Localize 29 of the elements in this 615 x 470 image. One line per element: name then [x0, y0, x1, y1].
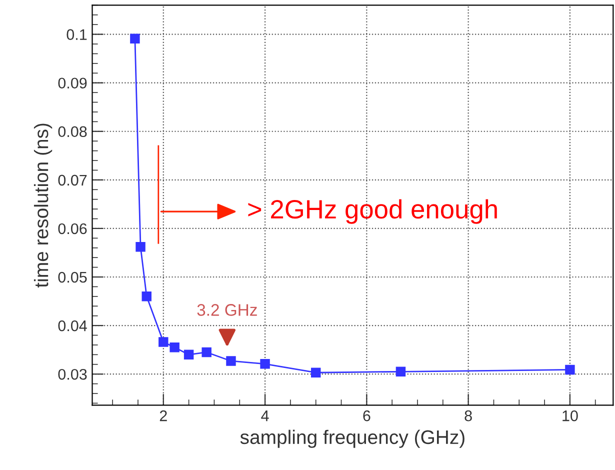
- point: [170, 342, 180, 352]
- point: [396, 366, 406, 377]
- point: [226, 356, 236, 366]
- x-tick-label: 2: [160, 410, 167, 422]
- x-tick-label: 6: [363, 410, 370, 422]
- y-tick-label: 0.03: [58, 368, 87, 380]
- point: [142, 292, 152, 302]
- y-tick-label: 0.07: [58, 174, 87, 186]
- annotation: 3.2 GHz: [197, 304, 257, 316]
- x-tick-label: 4: [261, 410, 269, 422]
- x-axis-title: sampling frequency (GHz): [240, 430, 464, 448]
- x-tick-label: 10: [562, 410, 578, 422]
- y-tick-label: 0.08: [58, 126, 87, 138]
- annotation: > 2GHz good enough: [248, 199, 497, 224]
- point: [130, 34, 140, 44]
- y-axis-title: time resolution (ns): [34, 124, 52, 288]
- y-tick-label: 0.04: [58, 320, 87, 332]
- x-tick-label: 8: [464, 410, 472, 422]
- point: [136, 242, 146, 252]
- point: [260, 359, 270, 369]
- point: [310, 368, 321, 378]
- y-tick-label: 0.05: [58, 272, 87, 283]
- point: [565, 364, 575, 375]
- point: [184, 350, 194, 360]
- point: [202, 347, 212, 358]
- point: [158, 337, 168, 347]
- y-tick-label: 0.1: [66, 29, 87, 40]
- y-tick-label: 0.09: [58, 78, 87, 89]
- y-tick-label: 0.06: [58, 223, 87, 234]
